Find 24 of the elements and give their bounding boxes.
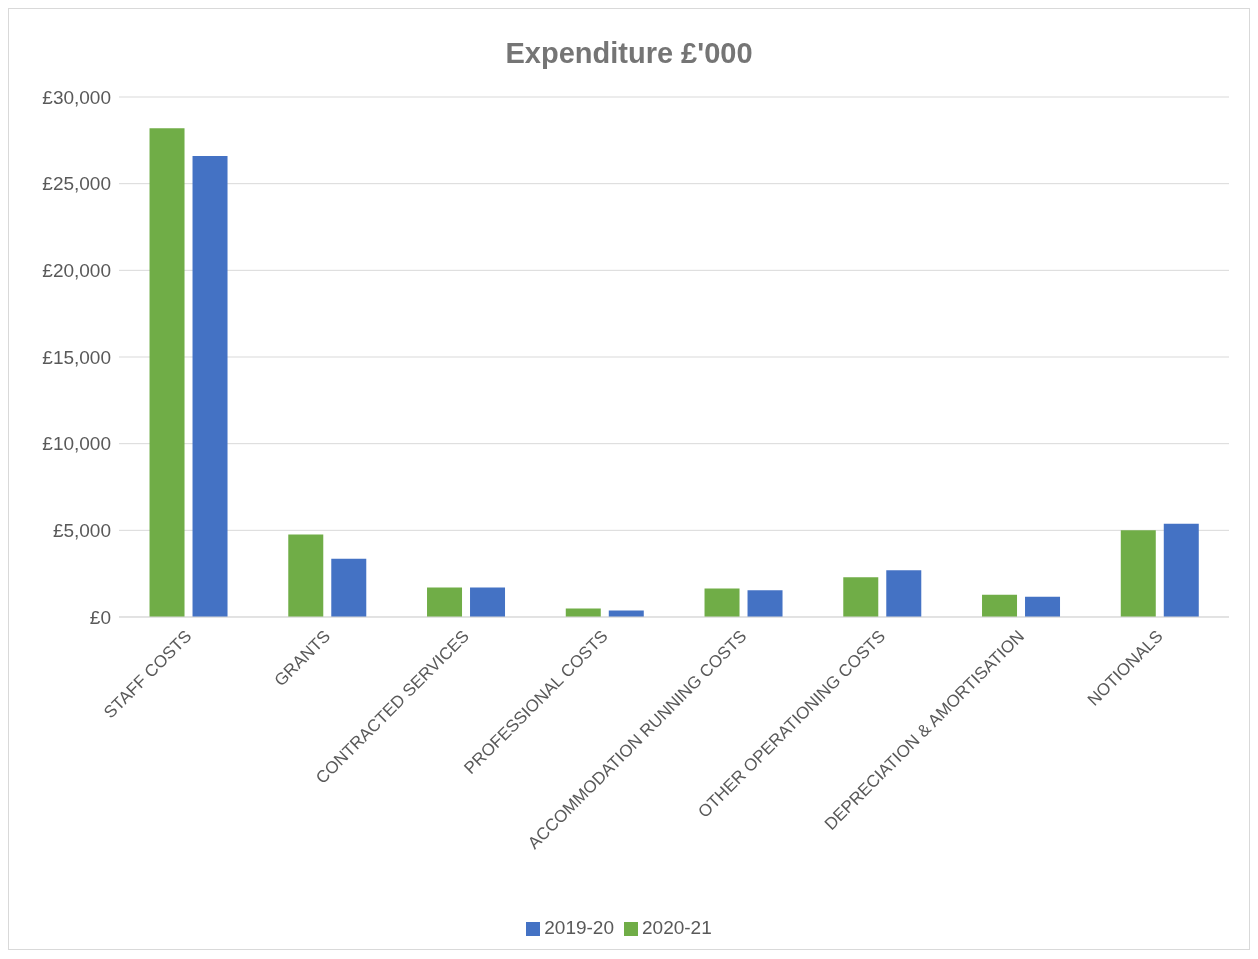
bar: [192, 155, 228, 617]
bar: [1163, 523, 1199, 617]
y-tick-label: £25,000: [42, 173, 111, 195]
bar: [331, 558, 367, 617]
y-tick-label: £10,000: [42, 433, 111, 455]
bar: [470, 587, 506, 617]
bar: [427, 587, 463, 617]
bar: [1025, 596, 1061, 617]
bar: [149, 128, 185, 617]
y-tick-label: £0: [89, 606, 111, 628]
legend-label: 2019-20: [544, 917, 614, 938]
y-tick-label: £15,000: [42, 346, 111, 368]
y-tick-label: £5,000: [52, 520, 111, 542]
y-tick-label: £20,000: [42, 260, 111, 282]
bar: [843, 577, 879, 617]
bar: [1120, 530, 1156, 617]
bar: [747, 590, 783, 617]
bar: [982, 594, 1018, 617]
bar: [288, 534, 324, 617]
bar: [886, 570, 922, 617]
legend-label: 2020-21: [642, 917, 712, 938]
bar: [704, 588, 740, 617]
y-tick-label: £30,000: [42, 86, 111, 108]
chart-title: Expenditure £'000: [504, 36, 754, 71]
